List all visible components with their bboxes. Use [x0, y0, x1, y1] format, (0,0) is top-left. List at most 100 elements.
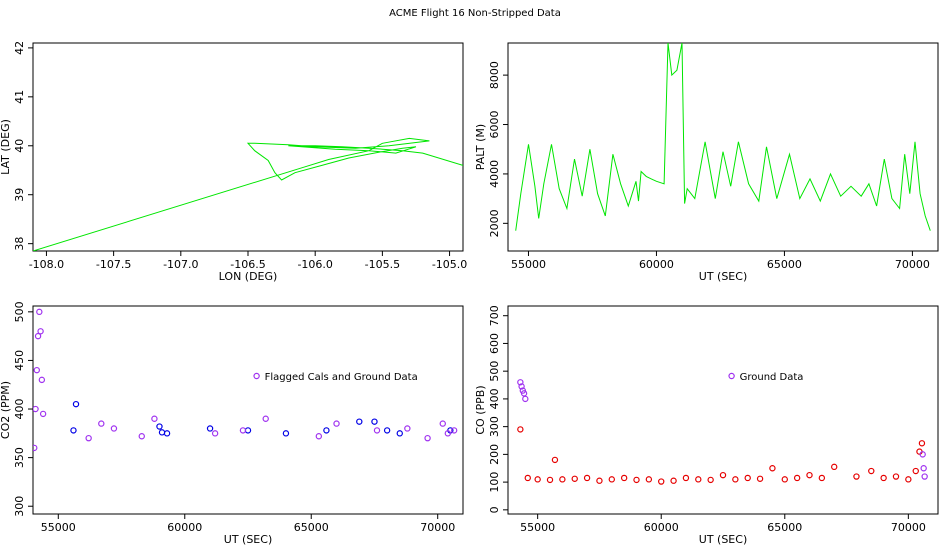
co-point — [518, 383, 525, 390]
co-y-tick-label: 600 — [488, 333, 501, 354]
co2-point — [36, 308, 43, 316]
co-point — [695, 476, 702, 483]
co2-point — [323, 427, 330, 434]
co-point — [769, 465, 776, 472]
co2-y-tick-label: 350 — [13, 447, 26, 468]
co-point — [905, 476, 912, 483]
co2-legend-marker — [253, 372, 260, 380]
co-point — [719, 471, 727, 479]
co-x-tick-label: 70000 — [891, 521, 926, 534]
co-x-tick-label: 55000 — [520, 521, 555, 534]
co-y-axis-label: CO (PPB) — [474, 385, 487, 434]
co-x-tick-label: 60000 — [644, 521, 679, 534]
co-point — [522, 395, 529, 403]
co2-point — [156, 423, 163, 430]
co2-point — [163, 430, 171, 437]
co-point — [658, 478, 665, 485]
altitude-frame — [507, 42, 939, 252]
co-panel: 55000 60000 65000 70000 0 100 200 300 400 500 600 7… — [474, 305, 939, 546]
co2-y-tick-label: 400 — [13, 399, 26, 420]
co2-point — [85, 434, 92, 442]
co2-point — [333, 420, 340, 427]
co-y-tick-label: 700 — [488, 305, 501, 326]
co2-x-axis-label: UT (SEC) — [224, 533, 272, 546]
co2-point — [439, 420, 446, 427]
co-point — [919, 451, 926, 458]
map-y-tick-label: 42 — [13, 41, 26, 55]
co-point — [756, 475, 764, 482]
map-y-axis-label: LAT (DEG) — [0, 119, 12, 175]
co2-y-tick-label: 300 — [13, 496, 26, 517]
altitude-x-axis-label: UT (SEC) — [699, 270, 747, 283]
co2-point — [396, 430, 403, 437]
co-y-tick-label: 200 — [488, 444, 501, 465]
co2-point — [262, 415, 269, 422]
co2-point — [72, 400, 80, 408]
co2-y-tick-label: 500 — [13, 301, 26, 322]
co-point — [645, 476, 653, 483]
co-point — [806, 471, 813, 479]
co2-panel: 55000 60000 65000 70000 300 350 400 450 500 UT (S… — [0, 301, 464, 546]
co2-frame — [32, 305, 464, 515]
map-series-line — [33, 137, 463, 251]
altitude-y-tick-label: 6000 — [488, 111, 501, 139]
co-point — [880, 474, 887, 482]
map-x-axis-label: LON (DEG) — [219, 270, 278, 283]
co-point — [682, 474, 690, 482]
co-point — [892, 473, 900, 480]
co-point — [918, 440, 926, 447]
co2-point — [34, 332, 42, 340]
altitude-y-tick-label: 2000 — [488, 209, 501, 237]
altitude-panel: 55000 60000 65000 70000 2000 4000 6000 8000 UT (… — [474, 42, 939, 283]
co2-point — [39, 410, 47, 418]
co2-point — [244, 427, 252, 434]
co2-point — [98, 420, 105, 427]
co-point — [781, 476, 788, 483]
co-legend-label: Ground Data — [740, 372, 804, 383]
co2-x-tick-label: 65000 — [294, 521, 329, 534]
co-point — [670, 477, 677, 484]
co2-point — [282, 430, 290, 437]
altitude-x-tick-label: 60000 — [639, 258, 674, 271]
map-y-tick-label: 39 — [13, 188, 26, 202]
co2-x-tick-label: 55000 — [41, 521, 76, 534]
co-point — [633, 476, 640, 484]
co2-point — [206, 425, 214, 432]
co-point — [583, 474, 591, 482]
page-title: ACME Flight 16 Non-Stripped Data — [389, 8, 561, 19]
co2-point — [404, 425, 411, 432]
map-y-tick-label: 41 — [13, 90, 26, 104]
map-y-tick-label: 38 — [13, 237, 26, 251]
map-x-tick-label: -106.0 — [297, 258, 332, 271]
map-data — [33, 137, 463, 251]
co-point — [559, 476, 566, 483]
co2-point — [33, 444, 38, 452]
co2-point — [373, 427, 381, 434]
co2-point — [371, 418, 378, 425]
co2-point — [211, 430, 219, 437]
co-point — [524, 474, 531, 482]
map-y-tick-label: 40 — [13, 139, 26, 153]
co-legend-marker — [728, 372, 735, 380]
map-frame — [32, 42, 464, 252]
co2-point — [110, 425, 118, 432]
altitude-x-tick-label: 55000 — [511, 258, 546, 271]
co2-point — [33, 405, 39, 413]
altitude-x-tick-label: 65000 — [767, 258, 802, 271]
co-point — [868, 467, 875, 475]
co-point — [571, 475, 578, 482]
co-y-tick-label: 300 — [488, 416, 501, 437]
altitude-series-line — [515, 43, 931, 231]
map-x-tick-label: -105.0 — [432, 258, 467, 271]
co2-x-tick-label: 60000 — [167, 521, 202, 534]
co2-y-tick-label: 450 — [13, 350, 26, 371]
map-panel: -108.0 -107.5 -107.0 -106.5 -106.0 -105.5 -105… — [0, 41, 467, 283]
map-x-tick-label: -107.0 — [163, 258, 198, 271]
co2-point — [37, 328, 44, 335]
co-x-tick-label: 65000 — [767, 521, 802, 534]
co2-point — [450, 427, 458, 434]
co-point — [707, 476, 714, 484]
altitude-y-tick-label: 8000 — [488, 61, 501, 89]
altitude-y-axis-label: PALT (M) — [474, 124, 487, 170]
